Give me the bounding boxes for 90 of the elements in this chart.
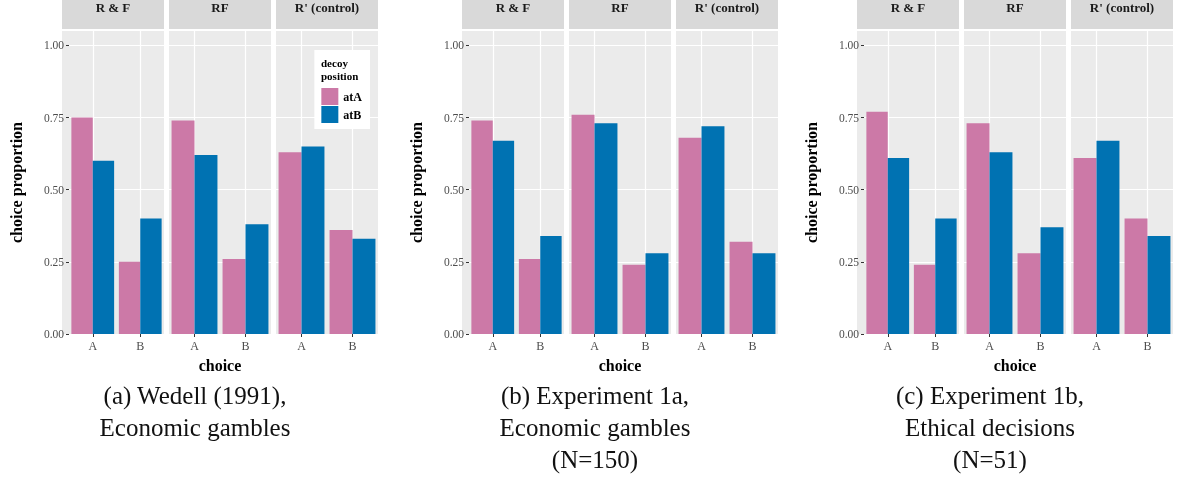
bar — [1040, 227, 1064, 334]
bar — [966, 123, 990, 334]
chart-title: RF — [569, 0, 671, 29]
chart-title: R & F — [462, 0, 564, 29]
bar — [222, 258, 246, 334]
x-tick-label: A — [1092, 339, 1102, 353]
bar — [594, 123, 618, 334]
bar — [622, 264, 646, 334]
bar — [92, 160, 115, 334]
x-tick-label: B — [931, 339, 940, 353]
y-tick-label: 0.75 — [443, 111, 465, 124]
bar — [301, 146, 325, 334]
bar — [518, 258, 541, 334]
bar — [913, 264, 936, 334]
bar — [1147, 235, 1171, 334]
bar — [118, 261, 141, 334]
text: (b) Experiment 1a, Economic gambles (N=150) — [498, 381, 692, 475]
bar — [140, 218, 162, 334]
bar — [1017, 253, 1041, 334]
x-tick-label: B — [748, 339, 757, 353]
y-tick-label: 0.25 — [838, 255, 860, 268]
bar — [645, 253, 669, 334]
y-tick-label: 0.50 — [443, 183, 465, 196]
x-tick-label: A — [488, 339, 498, 353]
x-tick-label: B — [348, 339, 357, 353]
x-tick-label: B — [1036, 339, 1045, 353]
y-tick-label: 0.00 — [443, 328, 465, 340]
bar — [171, 120, 195, 334]
x-tick-label: A — [590, 339, 600, 353]
bar — [571, 114, 595, 334]
bar — [935, 218, 957, 334]
text: (a) Wedell (1991), Economic gambles — [98, 381, 292, 443]
x-axis-title: choice — [198, 356, 242, 374]
chart-title: R & F — [62, 0, 164, 29]
y-tick-label: 0.75 — [43, 111, 65, 124]
bar — [752, 253, 776, 334]
chart-title: R' (control) — [1071, 0, 1173, 29]
legend-title: decoy position — [321, 56, 359, 82]
x-tick-label: B — [241, 339, 250, 353]
y-axis-title: choice proportion — [802, 121, 821, 244]
chart-title: RF — [964, 0, 1066, 29]
x-tick-label: B — [1143, 339, 1152, 353]
bar — [278, 152, 302, 334]
bar — [989, 152, 1013, 334]
bar — [329, 230, 353, 334]
chart-title: RF — [169, 0, 271, 29]
bar — [471, 120, 493, 334]
x-tick-label: B — [136, 339, 145, 353]
bar — [701, 126, 725, 334]
text: (c) Experiment 1b, Ethical decisions (N=51) — [894, 381, 1086, 476]
x-tick-label: A — [190, 339, 200, 353]
bar — [866, 111, 888, 334]
y-tick-label: 0.75 — [838, 111, 860, 124]
x-tick-label: A — [297, 339, 307, 353]
y-tick-label: 1.00 — [443, 39, 465, 52]
legend-label: atB — [343, 107, 362, 122]
x-axis-title: choice — [993, 356, 1037, 374]
chart-title: R' (control) — [676, 0, 778, 29]
chart-title: R' (control) — [276, 0, 378, 29]
bar — [194, 155, 218, 334]
y-tick-label: 0.25 — [443, 255, 465, 268]
bar — [492, 140, 515, 334]
y-tick-label: 0.00 — [838, 328, 860, 340]
x-tick-label: B — [536, 339, 545, 353]
x-tick-label: A — [883, 339, 893, 353]
bar — [1073, 157, 1097, 334]
bar — [887, 157, 910, 334]
x-tick-label: B — [641, 339, 650, 353]
bar — [1096, 140, 1120, 334]
y-axis-title: choice proportion — [7, 121, 26, 244]
y-tick-label: 1.00 — [838, 39, 860, 52]
bar — [352, 238, 376, 334]
y-tick-label: 0.00 — [43, 328, 65, 340]
legend-label: atA — [343, 89, 363, 104]
bar — [1124, 218, 1148, 334]
y-tick-label: 0.50 — [838, 183, 860, 196]
bar — [71, 117, 93, 334]
y-tick-label: 1.00 — [43, 39, 65, 52]
y-tick-label: 0.25 — [43, 255, 65, 268]
chart-title: R & F — [857, 0, 959, 29]
x-tick-label: A — [985, 339, 995, 353]
bar — [540, 235, 562, 334]
x-tick-label: A — [88, 339, 98, 353]
bar — [729, 241, 753, 334]
y-axis-title: choice proportion — [407, 121, 426, 244]
x-axis-title: choice — [598, 356, 642, 374]
y-tick-label: 0.50 — [43, 183, 65, 196]
x-tick-label: A — [697, 339, 707, 353]
bar — [245, 224, 269, 334]
bar — [678, 137, 702, 334]
